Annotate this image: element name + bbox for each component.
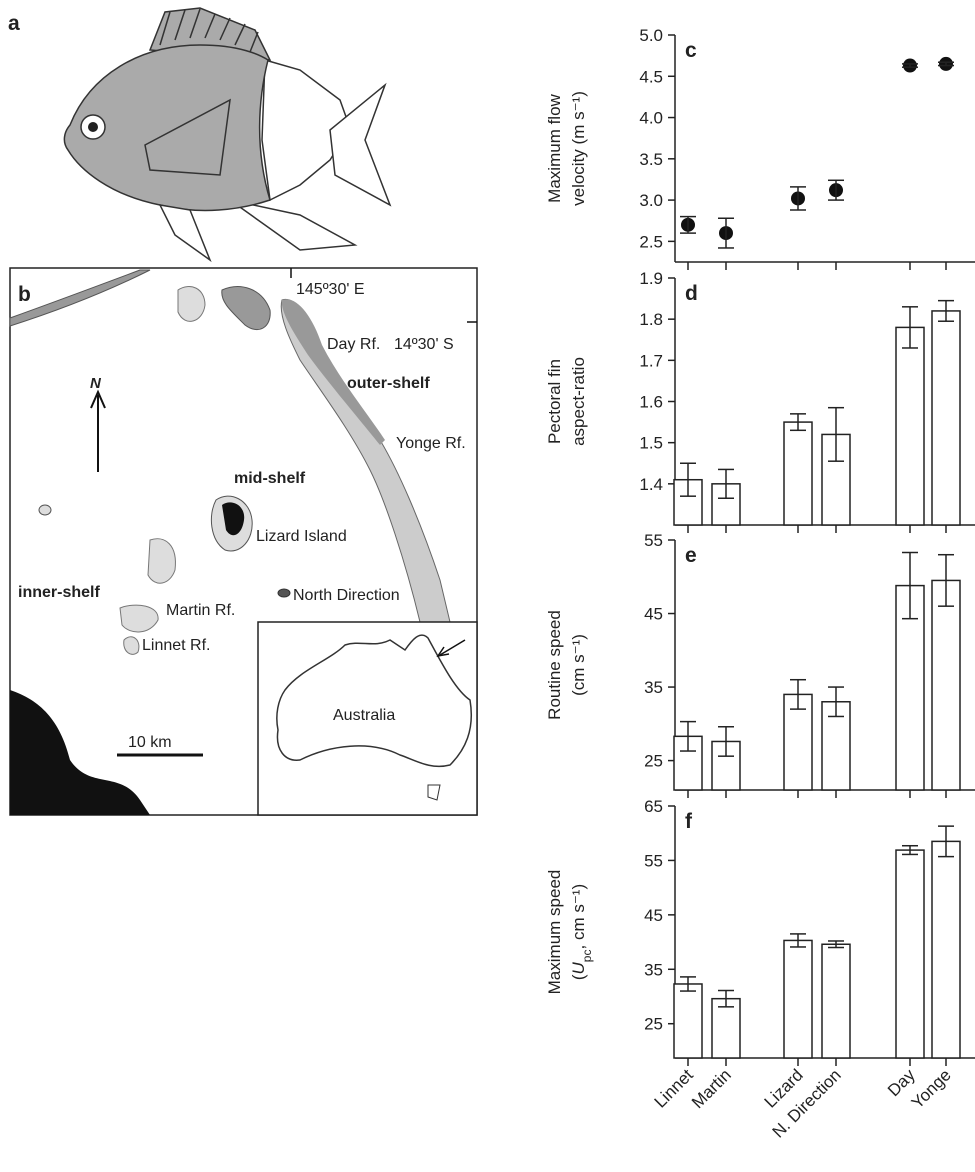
figure: a b 145º30' E 14º30' S N 10 km Australia… xyxy=(0,0,975,1167)
panel-label: c xyxy=(685,39,697,62)
y-tick-label: 1.5 xyxy=(639,434,663,453)
y-axis-label-part: Maximum flow xyxy=(545,93,564,202)
y-tick-label: 4.5 xyxy=(639,67,663,86)
panel-label: e xyxy=(685,544,697,567)
y-axis-label-part: pc xyxy=(580,950,594,963)
y-tick-label: 45 xyxy=(644,906,663,925)
bar xyxy=(784,940,812,1058)
north-label: N xyxy=(90,375,102,392)
y-tick-label: 2.5 xyxy=(639,232,663,251)
y-axis-label: (cm s⁻¹) xyxy=(569,634,588,696)
place: Yonge Rf. xyxy=(396,435,466,452)
longitude: 145º30' E xyxy=(296,281,365,298)
y-axis-label-part: , cm s⁻¹) xyxy=(569,884,588,950)
y-tick-label: 1.7 xyxy=(639,351,663,370)
y-axis-label-part: U xyxy=(569,961,588,974)
bar xyxy=(932,580,960,790)
y-axis-label-part: velocity (m s⁻¹) xyxy=(569,91,588,206)
y-tick-label: 5.0 xyxy=(639,26,663,45)
y-tick-label: 1.8 xyxy=(639,310,663,329)
panel-label: b xyxy=(18,283,31,306)
region: outer-shelf xyxy=(347,375,430,392)
x-tick-label: Yonge xyxy=(908,1065,955,1112)
panel-label: d xyxy=(685,282,698,305)
bar xyxy=(896,327,924,525)
y-tick-label: 3.0 xyxy=(639,191,663,210)
y-axis-label: Pectoral fin xyxy=(545,359,564,444)
y-axis-label-part: Maximum speed xyxy=(545,870,564,995)
latitude: 14º30' S xyxy=(394,336,454,353)
y-axis-label: Routine speed xyxy=(545,610,564,720)
y-tick-label: 55 xyxy=(644,851,663,870)
place: Lizard Island xyxy=(256,528,347,545)
region: mid-shelf xyxy=(234,470,306,487)
panel-label: a xyxy=(8,12,20,35)
y-tick-label: 1.9 xyxy=(639,269,663,288)
y-axis-label: aspect-ratio xyxy=(569,357,588,446)
y-tick-label: 35 xyxy=(644,678,663,697)
fish-drawing xyxy=(64,8,390,260)
y-tick-label: 25 xyxy=(644,1015,663,1034)
y-axis-label: Maximum flow xyxy=(545,93,564,202)
region: inner-shelf xyxy=(18,584,100,601)
y-tick-label: 1.4 xyxy=(639,475,663,494)
place: North Direction xyxy=(293,587,400,604)
x-tick-label: Martin xyxy=(688,1065,735,1112)
bar xyxy=(896,850,924,1058)
y-axis-label-part: Routine speed xyxy=(545,610,564,720)
bar xyxy=(784,422,812,525)
inset-label: Australia xyxy=(333,707,395,724)
scale-label: 10 km xyxy=(128,734,172,751)
place: Martin Rf. xyxy=(166,602,235,619)
y-axis-label: Maximum speed xyxy=(545,870,564,995)
y-tick-label: 55 xyxy=(644,531,663,550)
y-axis-label: (Upc, cm s⁻¹) xyxy=(569,884,594,980)
y-tick-label: 4.0 xyxy=(639,109,663,128)
y-tick-label: 1.6 xyxy=(639,393,663,412)
y-axis-label-part: aspect-ratio xyxy=(569,357,588,446)
panel-label: f xyxy=(685,810,693,833)
y-tick-label: 25 xyxy=(644,752,663,771)
x-tick-label: Linnet xyxy=(651,1065,697,1111)
place: Linnet Rf. xyxy=(142,637,210,654)
y-tick-label: 3.5 xyxy=(639,150,663,169)
bar xyxy=(932,311,960,525)
y-tick-label: 65 xyxy=(644,797,663,816)
bar xyxy=(674,984,702,1058)
bar xyxy=(822,944,850,1058)
place: Day Rf. xyxy=(327,336,380,353)
y-tick-label: 45 xyxy=(644,605,663,624)
y-axis-label-part: Pectoral fin xyxy=(545,359,564,444)
bar xyxy=(932,841,960,1058)
y-axis-label: velocity (m s⁻¹) xyxy=(569,91,588,206)
y-tick-label: 35 xyxy=(644,960,663,979)
y-axis-label-part: (cm s⁻¹) xyxy=(569,634,588,696)
